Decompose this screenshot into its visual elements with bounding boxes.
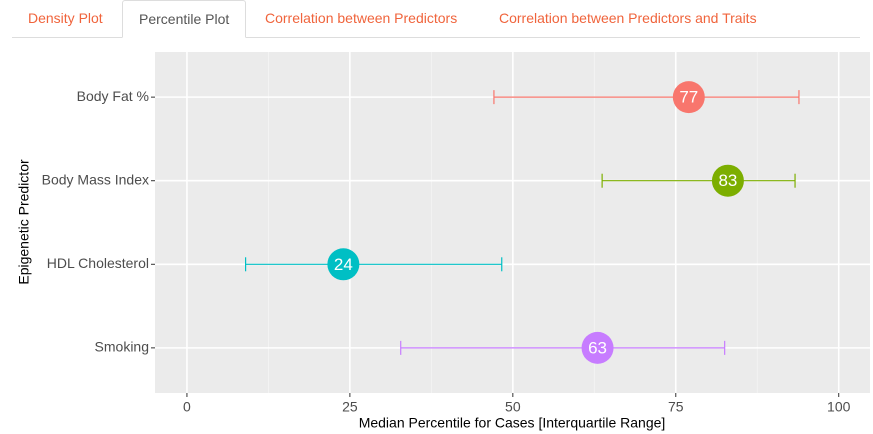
x-tick-label: 0 xyxy=(183,399,191,415)
tab[interactable]: Correlation between Predictors and Trait… xyxy=(499,10,757,26)
y-tick-label: Body Fat % xyxy=(77,88,149,104)
median-label: 24 xyxy=(334,255,353,274)
median-dot xyxy=(672,81,705,114)
tab[interactable]: Correlation between Predictors xyxy=(265,10,458,26)
y-tick-label: HDL Cholesterol xyxy=(47,255,149,271)
median-label: 83 xyxy=(718,171,737,190)
x-tick-label: 75 xyxy=(668,399,684,415)
median-label: 63 xyxy=(588,338,607,357)
tab-active[interactable]: Percentile Plot xyxy=(122,0,247,38)
median-label: 77 xyxy=(679,88,698,107)
median-dot xyxy=(711,164,744,197)
y-tick-label: Body Mass Index xyxy=(42,171,149,187)
x-tick-label: 50 xyxy=(505,399,521,415)
x-tick-label: 25 xyxy=(342,399,358,415)
tab[interactable]: Density Plot xyxy=(28,10,103,26)
y-axis-title: Epigenetic Predictor xyxy=(16,159,32,285)
tab-bar: Density Plot Percentile Plot Correlation… xyxy=(12,0,860,38)
x-axis-title: Median Percentile for Cases [Interquarti… xyxy=(359,415,666,431)
x-tick-label: 100 xyxy=(827,399,851,415)
median-dot xyxy=(581,331,614,364)
median-dot xyxy=(327,248,360,281)
y-tick-label: Smoking xyxy=(95,339,149,355)
